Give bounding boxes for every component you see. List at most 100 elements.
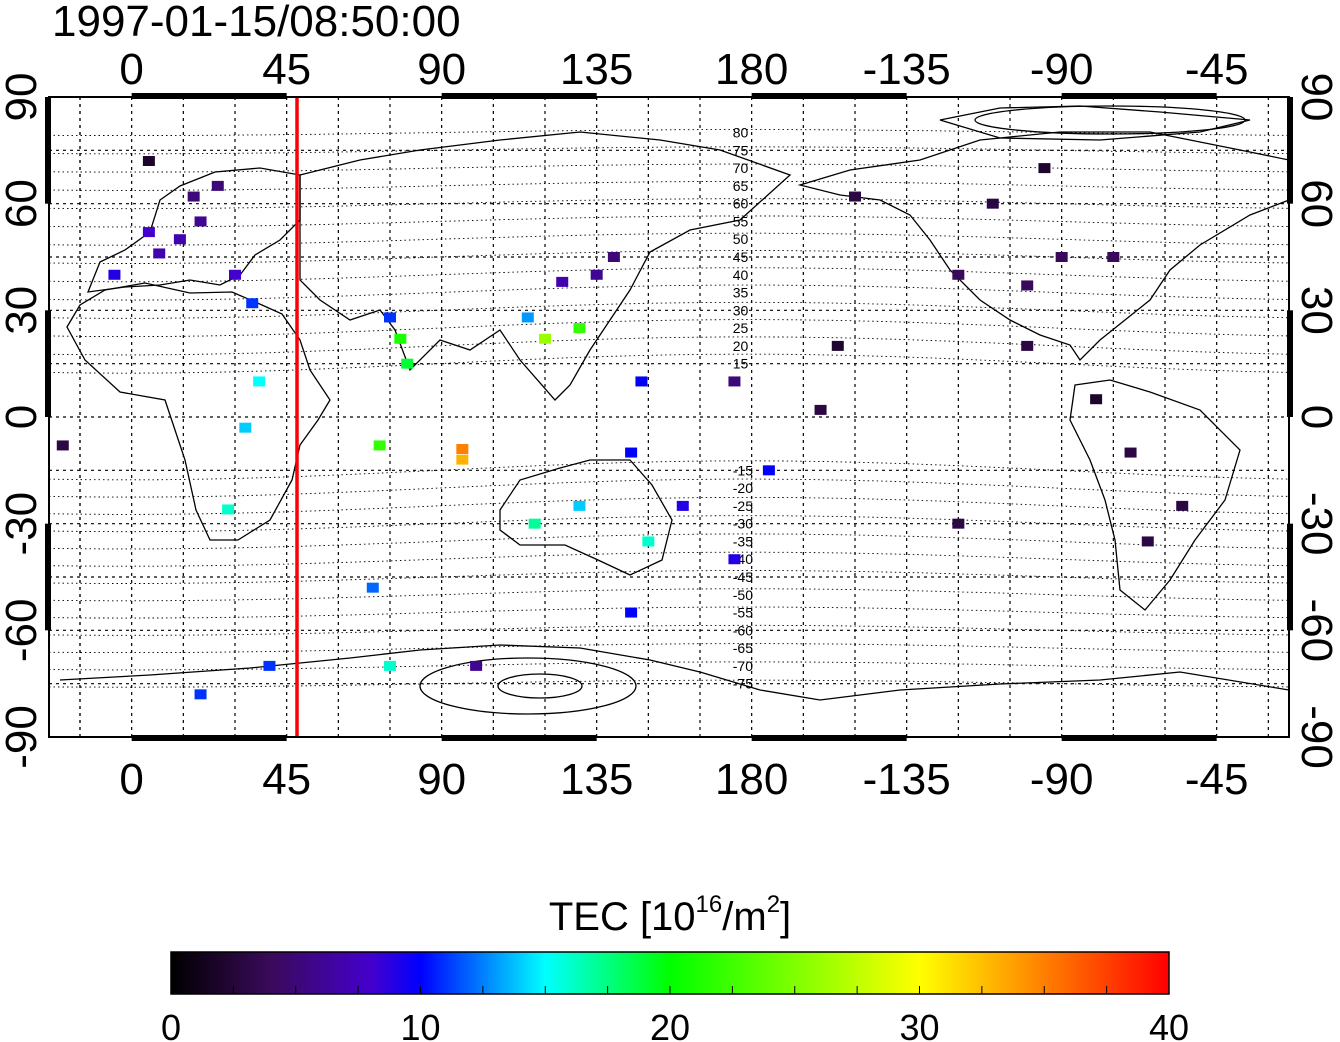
tec-observation <box>456 444 469 454</box>
left-latitude-label: -60 <box>0 599 46 663</box>
magnetic-latitude-label: -75 <box>733 676 753 692</box>
tec-observation <box>952 269 965 280</box>
top-longitude-label: -90 <box>1030 45 1094 94</box>
tec-observation <box>239 422 252 433</box>
left-latitude-label: 0 <box>0 405 46 429</box>
tec-observation <box>952 518 965 529</box>
magnetic-latitude-label: -55 <box>733 605 753 621</box>
tec-observation <box>222 504 235 515</box>
top-longitude-label: 0 <box>119 45 143 94</box>
top-longitude-label: 90 <box>417 45 466 94</box>
tec-observation <box>625 607 638 618</box>
axis-bar-top <box>1061 93 1217 99</box>
tec-observation <box>814 404 827 415</box>
magnetic-latitude-label: -35 <box>733 533 753 549</box>
tec-observation <box>373 440 386 451</box>
top-longitude-label: 45 <box>262 45 311 94</box>
tec-observation <box>194 216 207 227</box>
tec-observation <box>676 500 689 511</box>
magnetic-latitude-label: 30 <box>733 302 749 318</box>
magnetic-latitude-label: 60 <box>733 196 749 212</box>
coast-antarctica <box>59 644 1289 701</box>
top-longitude-label: 180 <box>715 45 788 94</box>
colorbar: TEC [1016/m2] 0 10 20 30 40 <box>161 891 1189 1042</box>
axis-bar-left <box>45 523 51 631</box>
magnetic-latitude-label: -60 <box>733 622 753 638</box>
axis-bar-bottom <box>751 735 907 741</box>
right-latitude-label: 90 <box>1292 73 1340 122</box>
colorbar-tick-label: 20 <box>650 1007 690 1042</box>
tec-observation <box>986 198 999 209</box>
map-title: 1997-01-15/08:50:00 <box>52 0 461 46</box>
tec-observation <box>253 376 266 387</box>
tec-observation <box>762 465 775 476</box>
left-latitude-label: 90 <box>0 73 46 122</box>
axis-bar-top <box>751 93 907 99</box>
right-latitude-label: 0 <box>1292 405 1340 429</box>
tec-observation <box>456 454 469 465</box>
tec-observation <box>849 191 861 202</box>
left-latitude-label: 60 <box>0 179 46 228</box>
right-latitude-label: -90 <box>1292 705 1340 769</box>
bottom-longitude-label: -135 <box>863 755 951 804</box>
tec-observations <box>56 156 1189 700</box>
axis-bar-top <box>131 93 287 99</box>
coast-south-america <box>1069 379 1241 611</box>
tec-observation <box>528 518 541 529</box>
tec-observation <box>728 554 741 565</box>
tec-observation <box>728 376 741 387</box>
coast-north-america <box>797 131 1289 362</box>
axis-bar-bottom <box>441 735 597 741</box>
tec-observation <box>1124 447 1137 458</box>
tec-observation <box>173 234 186 245</box>
colorbar-title: TEC [1016/m2] <box>549 891 791 939</box>
bottom-longitude-label: 135 <box>560 755 633 804</box>
tec-observation <box>635 376 648 387</box>
coastlines <box>59 105 1289 715</box>
magnetic-latitude-label: 70 <box>733 160 749 176</box>
axis-bars <box>45 93 1293 741</box>
bottom-longitude-label: -45 <box>1185 755 1249 804</box>
right-latitude-label: 60 <box>1292 179 1340 228</box>
bottom-longitude-label: -90 <box>1030 755 1094 804</box>
tec-observation <box>831 340 844 351</box>
tec-observation <box>1107 252 1120 262</box>
coast-africa <box>66 282 331 541</box>
tec-observation <box>153 248 166 259</box>
colorbar-tick-label: 40 <box>1149 1007 1189 1042</box>
magnetic-latitude-label: 65 <box>733 178 749 194</box>
magnetic-latitude-label: -45 <box>733 569 753 585</box>
north-pole-oval <box>974 105 1246 135</box>
bottom-longitude-label: 180 <box>715 755 788 804</box>
magnetic-latitude-label: 25 <box>733 320 749 336</box>
tec-observation <box>521 312 534 323</box>
tec-observation <box>263 660 276 671</box>
tec-observation <box>1055 252 1068 262</box>
tec-observation <box>108 269 121 280</box>
tec-observation <box>1090 394 1103 405</box>
magnetic-latitude-contours: 8075706560555045403530252015-15-20-25-30… <box>49 125 1289 692</box>
tec-observation <box>366 582 379 593</box>
left-latitude-labels: 90 60 30 0 -30 -60 -90 <box>0 73 46 769</box>
axis-bar-right <box>1287 523 1293 631</box>
magnetic-latitude-label: 75 <box>733 142 749 158</box>
tec-observation <box>573 500 586 511</box>
magnetic-latitude-label: -50 <box>733 587 753 603</box>
top-longitude-label: -135 <box>863 45 951 94</box>
magnetic-latitude-label: 20 <box>733 338 749 354</box>
tec-observation <box>401 358 414 369</box>
axis-bar-right <box>1287 97 1293 204</box>
axis-bar-top <box>441 93 597 99</box>
tec-observation <box>142 156 155 166</box>
axis-bar-bottom <box>131 735 287 741</box>
axis-bar-left <box>45 310 51 417</box>
magnetic-latitude-label: 40 <box>733 267 749 283</box>
colorbar-tick-label: 10 <box>400 1007 440 1042</box>
right-latitude-label: 30 <box>1292 286 1340 335</box>
map-background <box>49 97 1289 737</box>
tec-observation <box>229 269 241 280</box>
tec-observation <box>573 323 586 334</box>
left-latitude-label: -90 <box>0 705 46 769</box>
tec-observation <box>539 333 551 344</box>
tec-observation <box>607 252 620 262</box>
